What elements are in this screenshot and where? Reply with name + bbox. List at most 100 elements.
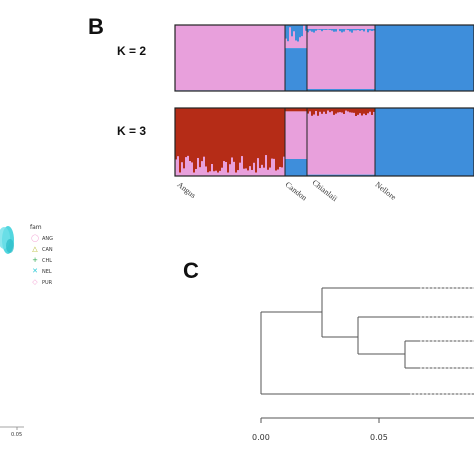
admix-individual-variation bbox=[347, 29, 349, 31]
legend-label: CAN bbox=[42, 246, 53, 253]
admix-individual-variation bbox=[185, 157, 187, 176]
admix-individual-variation bbox=[323, 110, 325, 112]
admix-individual-variation bbox=[331, 110, 333, 112]
admix-individual-variation bbox=[225, 162, 227, 176]
admix-individual-variation bbox=[307, 29, 309, 33]
admix-individual-variation bbox=[331, 29, 333, 31]
admix-individual-variation bbox=[245, 168, 247, 176]
admix-individual-variation bbox=[199, 167, 201, 176]
admix-individual-variation bbox=[247, 170, 249, 176]
admix-individual-variation bbox=[347, 110, 349, 112]
admix-individual-variation bbox=[361, 29, 363, 31]
k3-label: K = 3 bbox=[117, 124, 147, 138]
legend-item-nel: ✕ NEL bbox=[30, 266, 53, 277]
legend-item-pur: ◇ PUR bbox=[30, 277, 53, 288]
admix-individual-variation bbox=[361, 110, 363, 116]
admix-individual-variation bbox=[183, 168, 185, 176]
pca-plot-fragment: 0.05 bbox=[0, 226, 24, 438]
admix-individual-variation bbox=[341, 110, 343, 113]
admix-individual-variation bbox=[337, 110, 339, 113]
admix-individual-variation bbox=[293, 25, 295, 32]
admix-individual-variation bbox=[371, 29, 373, 32]
admix-individual-variation bbox=[261, 164, 263, 176]
admix-individual-variation bbox=[197, 157, 199, 176]
panel-letter-b: B bbox=[88, 14, 104, 39]
diamond-icon: ◇ bbox=[32, 278, 38, 286]
admix-individual-variation bbox=[367, 29, 369, 33]
admix-individual-variation bbox=[271, 158, 273, 176]
admix-individual-variation bbox=[329, 110, 331, 113]
admix-individual-variation bbox=[279, 166, 281, 176]
admix-individual-variation bbox=[297, 25, 299, 42]
admix-individual-variation bbox=[317, 110, 319, 116]
admix-individual-variation bbox=[345, 29, 347, 30]
pca-legend: fam ◯ ANG △ CAN + CHL ✕ NEL ◇ PUR bbox=[30, 224, 53, 288]
admix-individual-variation bbox=[267, 169, 269, 176]
admix-individual-variation bbox=[259, 168, 261, 176]
admix-bar-chianlaii-component-3 bbox=[307, 174, 375, 176]
legend-item-ang: ◯ ANG bbox=[30, 233, 53, 244]
admix-individual-variation bbox=[351, 29, 353, 33]
admix-individual-variation bbox=[355, 110, 357, 116]
admix-individual-variation bbox=[221, 167, 223, 176]
admix-individual-variation bbox=[321, 110, 323, 114]
admix-bar-nellore-component-2 bbox=[375, 25, 474, 91]
admix-individual-variation bbox=[325, 110, 327, 114]
admix-frame bbox=[174, 24, 474, 92]
admix-individual-variation bbox=[207, 172, 209, 176]
admix-individual-variation bbox=[217, 172, 219, 176]
admix-individual-variation bbox=[317, 29, 319, 30]
admix-individual-variation bbox=[373, 110, 375, 112]
admix-individual-variation bbox=[319, 110, 321, 112]
tree-x-tick-label: 0.00 bbox=[252, 433, 270, 442]
plus-icon: + bbox=[32, 256, 38, 264]
admix-individual-variation bbox=[287, 25, 289, 42]
admix-bar-candon-component-2 bbox=[285, 111, 307, 159]
legend-item-can: △ CAN bbox=[30, 244, 53, 255]
legend-label: ANG bbox=[42, 235, 54, 242]
admix-individual-variation bbox=[311, 110, 313, 116]
admix-individual-variation bbox=[313, 29, 315, 33]
admix-individual-variation bbox=[311, 29, 313, 32]
admix-individual-variation bbox=[345, 110, 347, 111]
triangle-icon: △ bbox=[32, 245, 38, 253]
admix-individual-variation bbox=[229, 164, 231, 176]
admix-individual-variation bbox=[369, 110, 371, 112]
legend-label: CHL bbox=[42, 257, 53, 264]
admix-bar-nellore-component-3 bbox=[375, 108, 474, 176]
admix-individual-variation bbox=[365, 110, 367, 116]
admix-individual-variation bbox=[359, 29, 361, 31]
admix-individual-variation bbox=[223, 161, 225, 176]
admix-individual-variation bbox=[305, 25, 307, 31]
admix-individual-variation bbox=[181, 162, 183, 176]
admix-individual-variation bbox=[355, 29, 357, 31]
admix-individual-variation bbox=[265, 155, 267, 176]
cross-icon: ✕ bbox=[32, 267, 38, 275]
admix-individual-variation bbox=[353, 29, 355, 31]
panel-letter-c: C bbox=[183, 258, 199, 283]
admix-bar-angus-component-1 bbox=[175, 25, 285, 91]
tree-x-tick-label: 0.05 bbox=[370, 433, 388, 442]
admix-individual-variation bbox=[201, 161, 203, 176]
admix-individual-variation bbox=[179, 173, 181, 176]
legend-label: PUR bbox=[42, 279, 53, 286]
admix-individual-variation bbox=[315, 110, 317, 111]
legend-title: fam bbox=[30, 224, 42, 231]
k2-label: K = 2 bbox=[117, 44, 147, 58]
admix-individual-variation bbox=[357, 110, 359, 115]
admix-individual-variation bbox=[299, 25, 301, 38]
admix-individual-variation bbox=[343, 29, 345, 32]
admix-individual-variation bbox=[339, 29, 341, 32]
legend-item-chl: + CHL bbox=[30, 255, 53, 266]
admix-individual-variation bbox=[351, 110, 353, 113]
admix-individual-variation bbox=[327, 29, 329, 30]
admix-individual-variation bbox=[175, 159, 177, 176]
admix-individual-variation bbox=[275, 170, 277, 176]
admix-individual-variation bbox=[289, 25, 291, 28]
admix-individual-variation bbox=[323, 29, 325, 30]
admix-individual-variation bbox=[231, 157, 233, 176]
admix-individual-variation bbox=[349, 110, 351, 113]
admix-individual-variation bbox=[249, 166, 251, 176]
admix-individual-variation bbox=[237, 170, 239, 176]
